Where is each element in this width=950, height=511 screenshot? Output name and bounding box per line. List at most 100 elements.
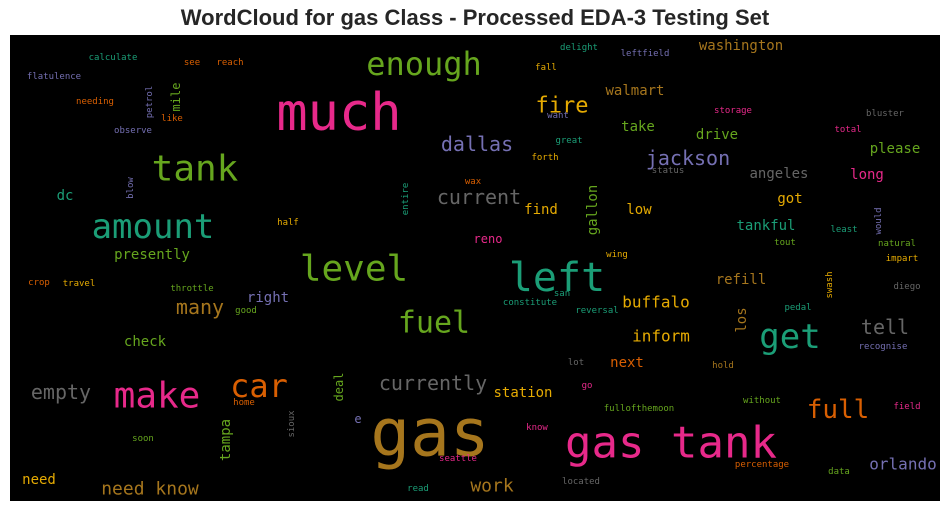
- word-go: go: [582, 381, 593, 391]
- word-fullofthemoon: fullofthemoon: [604, 404, 674, 414]
- word-jackson: jackson: [646, 146, 730, 170]
- word-tell: tell: [861, 315, 909, 339]
- word-reversal: reversal: [575, 306, 618, 316]
- word-natural: natural: [878, 239, 916, 249]
- word-field: field: [893, 402, 920, 412]
- word-level: level: [300, 249, 408, 290]
- word-bluster: bluster: [866, 109, 905, 119]
- word-need-know: need know: [101, 479, 199, 500]
- word-gallon: gallon: [585, 185, 601, 236]
- word-located: located: [562, 477, 600, 487]
- word-take: take: [621, 119, 655, 135]
- word-travel: travel: [63, 279, 96, 289]
- word-deal: deal: [332, 373, 346, 402]
- word-san: san: [554, 289, 570, 299]
- word-blow: blow: [126, 177, 136, 199]
- word-fuel: fuel: [398, 306, 470, 341]
- word-know: know: [526, 423, 548, 433]
- word-delight: delight: [560, 43, 598, 53]
- word-soon: soon: [132, 434, 154, 444]
- word-observe: observe: [114, 126, 152, 136]
- word-half: half: [277, 218, 299, 228]
- wordcloud-words: gas much gas tank left tank level make amount ge…: [22, 38, 937, 500]
- wordcloud-background: [10, 35, 940, 501]
- word-storage: storage: [714, 106, 752, 116]
- word-sioux: sioux: [287, 410, 297, 438]
- word-current: current: [437, 185, 521, 209]
- word-orlando: orlando: [869, 455, 936, 474]
- word-got: got: [777, 191, 802, 207]
- word-long: long: [850, 167, 884, 183]
- word-throttle: throttle: [170, 284, 213, 294]
- word-least: least: [830, 225, 857, 235]
- word-needing: needing: [76, 97, 114, 107]
- word-empty: empty: [31, 380, 91, 404]
- word-pedal: pedal: [784, 303, 811, 313]
- word-washington: washington: [699, 38, 783, 54]
- word-total: total: [834, 125, 861, 135]
- word-without: without: [743, 396, 781, 406]
- word-crop: crop: [28, 278, 50, 288]
- word-status: status: [652, 166, 685, 176]
- word-need: need: [22, 472, 56, 488]
- word-many: many: [176, 295, 224, 319]
- word-fire: fire: [536, 94, 589, 119]
- word-currently: currently: [379, 371, 487, 395]
- word-left: left: [509, 255, 605, 301]
- word-impart: impart: [886, 254, 919, 264]
- word-mile: mile: [169, 83, 183, 112]
- word-inform: inform: [632, 327, 690, 346]
- word-station: station: [493, 385, 552, 401]
- word-percentage: percentage: [735, 460, 789, 470]
- word-tankful: tankful: [736, 218, 795, 234]
- word-great: great: [555, 136, 582, 146]
- word-would: would: [874, 207, 884, 234]
- word-entire: entire: [401, 183, 411, 216]
- word-gas: gas: [370, 395, 489, 472]
- word-amount: amount: [92, 207, 215, 247]
- word-dc: dc: [57, 188, 74, 204]
- word-read: read: [407, 484, 429, 494]
- word-data: data: [828, 467, 850, 477]
- word-wax: wax: [465, 177, 482, 187]
- word-get: get: [759, 317, 820, 357]
- word-dallas: dallas: [441, 132, 513, 156]
- word-right: right: [247, 290, 289, 306]
- word-like: like: [161, 114, 183, 124]
- word-reno: reno: [474, 232, 503, 246]
- word-check: check: [124, 334, 167, 350]
- word-good: good: [235, 306, 257, 316]
- chart-title: WordCloud for gas Class - Processed EDA-…: [180, 5, 770, 30]
- word-next: next: [610, 355, 644, 371]
- word-please: please: [870, 141, 921, 157]
- word-work: work: [470, 476, 514, 497]
- word-e: e: [354, 412, 361, 426]
- word-diego: diego: [893, 282, 920, 292]
- word-angeles: angeles: [749, 166, 808, 182]
- word-calculate: calculate: [89, 53, 138, 63]
- word-presently: presently: [114, 247, 190, 263]
- word-los: los: [734, 307, 750, 332]
- word-seattle: seattle: [439, 454, 477, 464]
- word-home: home: [233, 398, 255, 408]
- word-want: want: [547, 111, 569, 121]
- word-find: find: [524, 202, 558, 218]
- word-see: see: [184, 58, 200, 68]
- word-refill: refill: [716, 272, 767, 288]
- word-make: make: [114, 376, 201, 417]
- word-gas-tank: gas tank: [565, 418, 777, 469]
- word-petrol: petrol: [145, 86, 155, 119]
- word-car: car: [230, 367, 288, 405]
- wordcloud: gas much gas tank left tank level make amount ge…: [10, 35, 940, 501]
- word-tout: tout: [774, 238, 796, 248]
- word-enough: enough: [366, 45, 482, 83]
- word-swash: swash: [825, 271, 835, 298]
- word-much: much: [276, 83, 401, 143]
- word-wing: wing: [606, 250, 628, 260]
- word-flatulence: flatulence: [27, 72, 81, 82]
- word-hold: hold: [712, 361, 734, 371]
- word-recognise: recognise: [859, 342, 908, 352]
- word-walmart: walmart: [605, 83, 664, 99]
- word-full: full: [807, 395, 870, 425]
- word-reach: reach: [216, 58, 243, 68]
